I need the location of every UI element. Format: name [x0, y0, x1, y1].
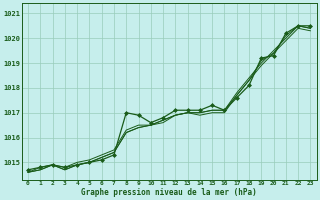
- X-axis label: Graphe pression niveau de la mer (hPa): Graphe pression niveau de la mer (hPa): [81, 188, 257, 197]
